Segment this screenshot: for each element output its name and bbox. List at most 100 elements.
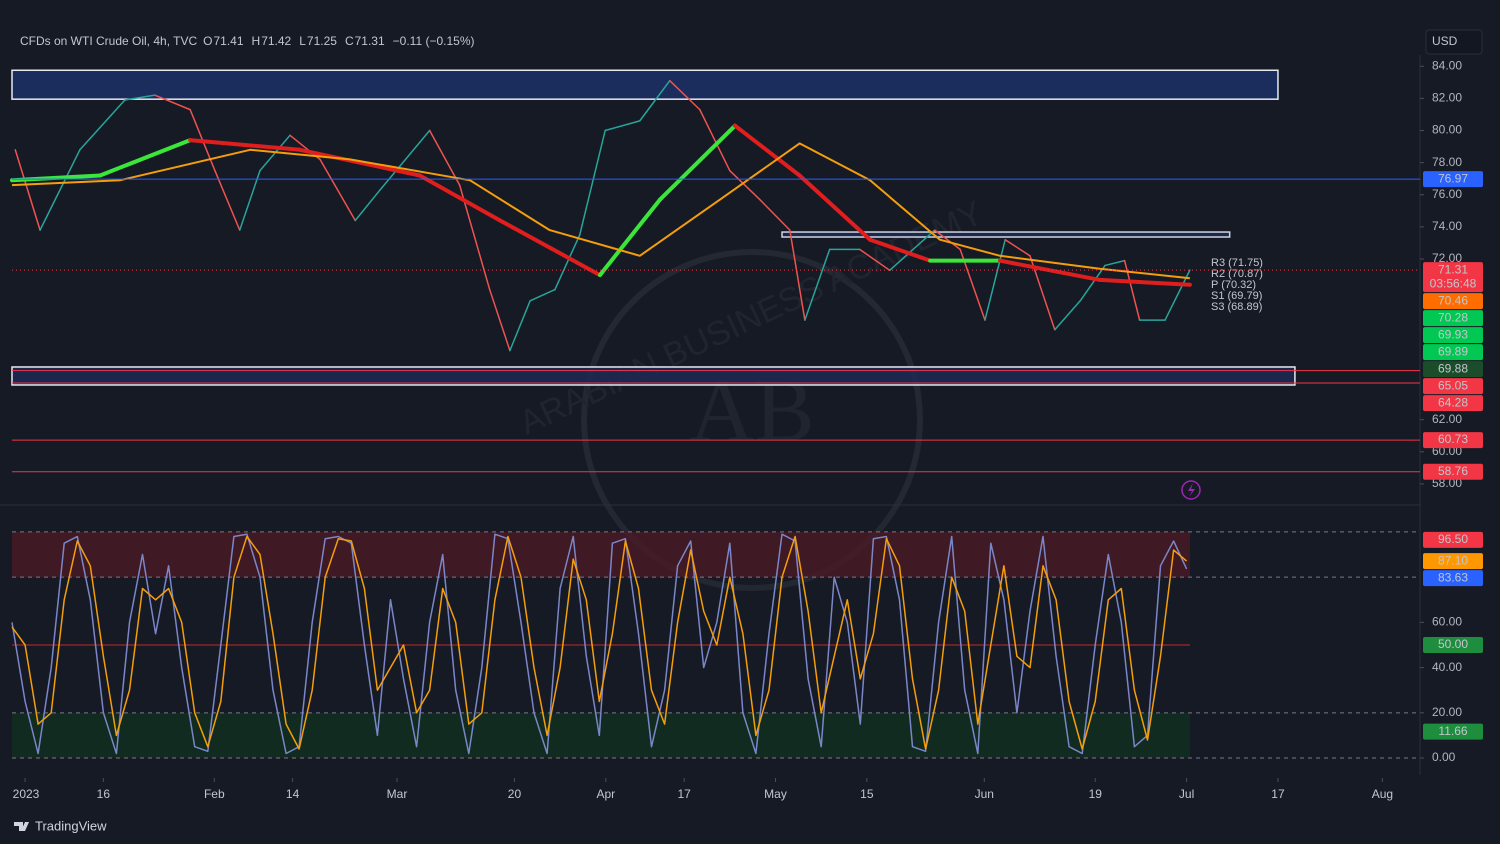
series-segment (188, 138, 302, 152)
pivot-label: S3 (68.89) (1211, 301, 1262, 313)
pivot-label: S1 (69.79) (1211, 290, 1262, 302)
series-segment (238, 169, 261, 231)
watermark-ring (581, 249, 923, 591)
price-badge (1423, 636, 1483, 653)
x-tick-label: 14 (286, 787, 300, 801)
x-tick-label: 15 (860, 787, 874, 801)
countdown: 03:56:48 (1430, 276, 1477, 290)
x-tick-label: 16 (97, 787, 111, 801)
symbol: CFDs on WTI Crude Oil, 4h, TVC (20, 34, 197, 48)
x-tick-label: May (764, 787, 787, 801)
series-segment (797, 173, 873, 242)
pivot-label: P (70.32) (1211, 279, 1256, 291)
zone (11, 366, 1296, 386)
currency[interactable]: USD (1432, 34, 1458, 48)
series-segment (699, 108, 731, 172)
x-tick-label: Apr (596, 787, 615, 801)
y-tick-label: 84.00 (1432, 58, 1462, 72)
price-badge (1423, 361, 1483, 378)
price-badge-label: 64.28 (1438, 395, 1468, 409)
ohlc-key: C (345, 34, 354, 48)
price-badge (1423, 463, 1483, 480)
price-badge (1423, 171, 1483, 188)
series-line (11, 142, 1191, 280)
series-segment (498, 218, 602, 278)
brand-logo (14, 822, 29, 831)
ohlc-value: 71.42 (261, 34, 291, 48)
price-badge (1423, 327, 1483, 344)
series-segment (354, 189, 381, 222)
pivot-label: R3 (71.75) (1211, 257, 1263, 269)
series-segment (154, 94, 191, 111)
alert-bolt (1188, 483, 1195, 497)
price-badge-label: 11.66 (1438, 724, 1467, 738)
price-badge-label: 87.10 (1438, 553, 1468, 567)
price-badge-label: 70.28 (1438, 310, 1468, 324)
series-segment (657, 123, 738, 202)
price-badge (1423, 310, 1483, 327)
price-badge-label: 76.97 (1438, 171, 1468, 185)
y-tick-label: 76.00 (1432, 187, 1462, 201)
x-tick-label: 17 (677, 787, 691, 801)
change: −0.11 (−0.15%) (393, 34, 475, 48)
series-segment (14, 149, 41, 231)
y-tick-label: 0.00 (1432, 750, 1456, 764)
alert-icon[interactable] (1181, 480, 1201, 500)
series-segment (759, 198, 791, 231)
series-segment (984, 238, 1006, 321)
series-segment (888, 229, 936, 272)
band (12, 531, 1190, 578)
price-badge-label: 69.88 (1438, 361, 1468, 375)
currency-box[interactable] (1425, 29, 1483, 55)
price-badge (1423, 432, 1483, 449)
series-line (11, 533, 1188, 755)
price-badge-label: 71.31 (1438, 262, 1468, 276)
price-badge-label: 96.50 (1438, 532, 1468, 546)
brand: TradingView (35, 818, 107, 833)
x-tick-label: Jun (975, 787, 994, 801)
ohlc-value: 71.41 (214, 34, 244, 48)
pivot-label: R2 (70.87) (1211, 268, 1263, 280)
series-segment (789, 229, 806, 321)
y-tick-label: 20.00 (1432, 705, 1462, 719)
y-tick-label: 60.00 (1432, 615, 1462, 629)
series-segment (597, 197, 662, 278)
ohlc-value: 71.25 (307, 34, 337, 48)
series-segment (124, 94, 156, 101)
series-segment (578, 129, 606, 236)
series-segment (39, 149, 81, 231)
y-tick-label: 40.00 (1432, 660, 1462, 674)
price-badge-label: 69.89 (1438, 344, 1468, 358)
x-tick-label: Jul (1179, 787, 1194, 801)
ohlc-value: 71.31 (355, 34, 385, 48)
series-segment (428, 129, 461, 186)
series-line (11, 535, 1188, 750)
series-segment (488, 288, 511, 352)
series-segment (297, 147, 422, 178)
price-badge-label: 83.63 (1438, 570, 1468, 584)
price-badge (1423, 395, 1483, 412)
price-badge-label: 60.73 (1438, 432, 1468, 446)
series-segment (319, 158, 356, 222)
series-segment (1123, 259, 1141, 321)
series-segment (804, 248, 831, 321)
price-badge-label: 58.76 (1438, 464, 1468, 478)
series-segment (858, 248, 891, 272)
series-segment (98, 138, 193, 178)
y-tick-label: 78.00 (1432, 155, 1462, 169)
price-badge (1423, 378, 1483, 395)
price-badge-label: 65.05 (1438, 378, 1468, 392)
series-segment (733, 123, 802, 178)
price-badge (1423, 293, 1483, 310)
price-badge-label: 70.46 (1438, 293, 1468, 307)
price-badge (1423, 570, 1483, 587)
price-badge-label: 69.93 (1438, 327, 1468, 341)
price-badge (1423, 531, 1483, 548)
series-segment (639, 79, 671, 122)
series-segment (214, 169, 241, 231)
series-segment (1097, 277, 1192, 287)
x-tick-label: 20 (508, 787, 522, 801)
x-tick-label: 17 (1271, 787, 1285, 801)
